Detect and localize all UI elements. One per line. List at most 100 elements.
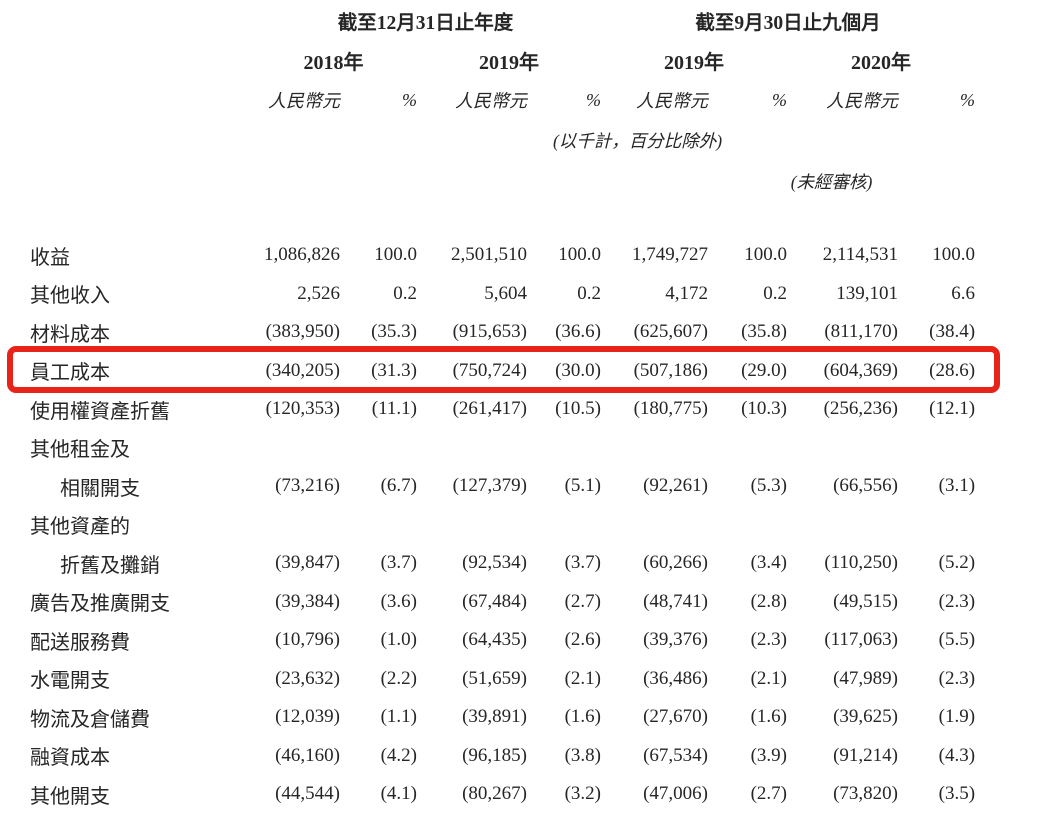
cost-breakdown-table: 截至12月31日止年度 截至9月30日止九個月 2018年 2019年 2019…: [30, 0, 975, 814]
row-label: 融資成本: [30, 747, 110, 770]
cell-value: 100.0: [744, 244, 788, 266]
year-header-row: 2018年 2019年 2019年 2020年: [30, 40, 975, 80]
row-label: 材料成本: [30, 323, 110, 346]
cell-value: (261,417): [452, 398, 527, 420]
cell-value: (915,653): [452, 321, 527, 343]
cell-value: (2.7): [564, 590, 602, 612]
row-label: 其他開支: [30, 785, 110, 808]
cell-value: (3.7): [380, 552, 417, 574]
unaudited-note-row: (未經審核): [30, 160, 975, 202]
cell-value: 0.2: [577, 282, 602, 304]
cell-value: (2.7): [750, 783, 788, 805]
table-row: 員工成本 (340,205) (31.3) (750,724) (30.0) (507,1…: [30, 352, 975, 391]
row-label: 物流及倉儲費: [30, 708, 150, 731]
cell-value: (47,989): [833, 667, 899, 689]
cell-value: (51,659): [462, 667, 527, 689]
cell-value: (67,534): [643, 744, 709, 766]
unit-header-row: 人民幣元 % 人民幣元 % 人民幣元 % 人民幣元 %: [30, 80, 975, 120]
cell-value: (2.3): [938, 590, 976, 612]
row-label: 折舊及攤銷: [60, 554, 160, 577]
table-row: 收益 1,086,826 100.0 2,501,510 100.0 1,749,727 1…: [30, 236, 975, 275]
cell-value: (44,544): [275, 783, 340, 805]
cell-value: (39,847): [275, 552, 340, 574]
cell-value: (38.4): [929, 321, 976, 343]
table-row: 廣告及推廣開支 (39,384) (3.6) (67,484) (2.7) (48,741…: [30, 583, 975, 622]
cell-value: (3.4): [750, 552, 788, 574]
cell-value: (11.1): [371, 398, 417, 420]
table-row: 相關開支 (73,216) (6.7) (127,379) (5.1) (92,261) (…: [30, 467, 975, 506]
cell-value: 0.2: [763, 282, 788, 304]
cell-value: (64,435): [462, 629, 527, 651]
row-label: 使用權資產折舊: [30, 400, 170, 423]
cell-value: (49,515): [833, 590, 899, 612]
row-label: 相關開支: [60, 477, 140, 500]
cell-value: (29.0): [741, 359, 788, 381]
cell-value: (127,379): [452, 475, 527, 497]
table-row: 使用權資產折舊 (120,353) (11.1) (261,417) (10.5) (18…: [30, 390, 975, 429]
cell-value: 0.2: [393, 282, 417, 304]
cell-value: [340, 506, 417, 545]
cell-value: [898, 429, 975, 468]
cell-value: (180,775): [633, 398, 709, 420]
cell-value: (39,891): [462, 706, 527, 728]
cell-value: (91,214): [833, 744, 899, 766]
row-label: 配送服務費: [30, 631, 130, 654]
cell-value: (5.5): [938, 629, 976, 651]
cell-value: 5,604: [484, 282, 527, 304]
cell-value: (10.5): [555, 398, 602, 420]
cell-value: (625,607): [633, 321, 709, 343]
cell-value: (383,950): [265, 321, 340, 343]
cell-value: (1.6): [564, 706, 602, 728]
cell-value: (3.7): [564, 552, 602, 574]
cell-value: (340,205): [265, 359, 340, 381]
cell-value: (31.3): [371, 359, 417, 381]
cell-value: (750,724): [452, 359, 527, 381]
cell-value: 1,086,826: [264, 244, 340, 266]
cell-value: [340, 429, 417, 468]
cell-value: (3.5): [938, 783, 976, 805]
period-header-nine-months: 截至9月30日止九個月: [695, 12, 881, 34]
table-row: 配送服務費 (10,796) (1.0) (64,435) (2.6) (39,376) (…: [30, 621, 975, 660]
cell-value: [708, 429, 787, 468]
cell-value: (4.3): [938, 744, 976, 766]
year-header-2019: 2019年: [479, 51, 539, 74]
header-spacer: [30, 40, 250, 80]
cell-value: (2.2): [380, 667, 417, 689]
table-row: 其他資產的: [30, 506, 975, 545]
cell-value: (23,632): [275, 667, 340, 689]
cell-value: (811,170): [824, 321, 899, 343]
cell-value: (12.1): [929, 398, 976, 420]
cell-value: 100.0: [932, 244, 976, 266]
cell-value: (73,216): [275, 475, 340, 497]
unit-header-pct: %: [772, 89, 788, 110]
table-row: 折舊及攤銷 (39,847) (3.7) (92,534) (3.7) (60,266) (…: [30, 544, 975, 583]
cell-value: (1.1): [380, 706, 417, 728]
cell-value: (48,741): [643, 590, 709, 612]
cell-value: (3.2): [564, 783, 602, 805]
table-row: 其他租金及: [30, 429, 975, 468]
cell-value: (4.1): [380, 783, 417, 805]
table-row: 其他開支 (44,544) (4.1) (80,267) (3.2) (47,006) (2…: [30, 775, 975, 814]
cell-value: (28.6): [929, 359, 976, 381]
cell-value: (27,670): [643, 706, 709, 728]
unit-header-pct: %: [402, 89, 417, 110]
cell-value: (66,556): [833, 475, 899, 497]
unit-header-rmb: 人民幣元: [455, 91, 527, 111]
unit-header-rmb: 人民幣元: [268, 91, 340, 111]
period-header-row: 截至12月31日止年度 截至9月30日止九個月: [30, 0, 975, 40]
cell-value: [417, 506, 527, 545]
cell-value: (35.3): [371, 321, 417, 343]
cell-value: (2.1): [750, 667, 788, 689]
cell-value: 2,526: [297, 282, 340, 304]
cell-value: (1.6): [750, 706, 788, 728]
cell-value: (92,534): [462, 552, 527, 574]
cell-value: [250, 429, 340, 468]
cell-value: (67,484): [462, 590, 527, 612]
table-row: 物流及倉儲費 (12,039) (1.1) (39,891) (1.6) (27,670)…: [30, 698, 975, 737]
cell-value: [417, 429, 527, 468]
cell-value: [787, 429, 898, 468]
cell-value: (5.3): [750, 475, 788, 497]
header-spacer: [30, 120, 250, 160]
cell-value: (2.8): [750, 590, 788, 612]
